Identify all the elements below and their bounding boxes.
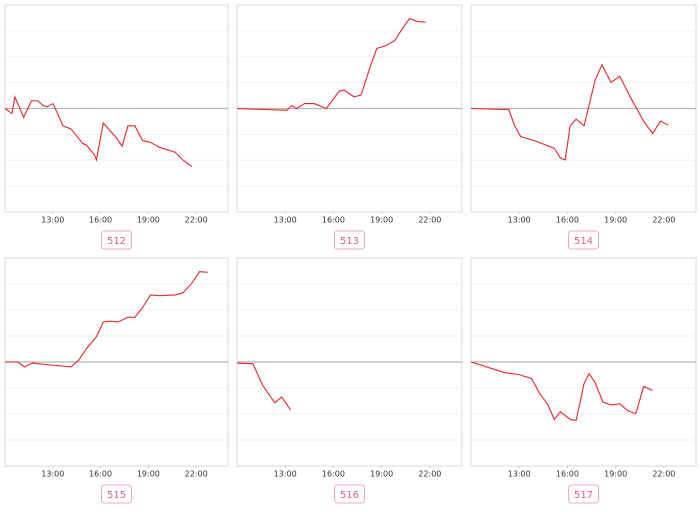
x-tick-label: 22:00 <box>185 470 208 479</box>
x-tick-label: 19:00 <box>370 470 393 479</box>
x-tick-label: 13:00 <box>274 470 297 479</box>
chart-button[interactable] <box>101 230 132 250</box>
chart-button-label[interactable]: 517 <box>574 490 593 501</box>
chart-button[interactable] <box>334 230 365 250</box>
data-line <box>470 361 653 422</box>
x-tick-label: 13:00 <box>41 470 64 479</box>
x-tick-label: 19:00 <box>137 216 160 225</box>
chart-button[interactable] <box>334 484 365 504</box>
x-tick-label: 22:00 <box>652 216 675 225</box>
chart-button-label[interactable]: 512 <box>107 236 126 247</box>
x-tick-label: 13:00 <box>508 216 531 225</box>
x-tick-label: 16:00 <box>89 216 112 225</box>
x-tick-label: 16:00 <box>89 470 112 479</box>
x-tick-label: 19:00 <box>137 470 160 479</box>
chart-button[interactable] <box>101 484 132 504</box>
data-line <box>236 17 426 111</box>
x-tick-label: 16:00 <box>556 470 579 479</box>
x-tick-label: 13:00 <box>508 470 531 479</box>
x-tick-label: 19:00 <box>370 216 393 225</box>
chart-button[interactable] <box>568 230 599 250</box>
data-line <box>5 270 208 368</box>
x-tick-label: 22:00 <box>185 216 208 225</box>
data-line <box>236 362 291 411</box>
data-line <box>4 94 193 168</box>
x-tick-label: 22:00 <box>652 470 675 479</box>
x-tick-label: 22:00 <box>418 470 441 479</box>
chart-button-label[interactable]: 513 <box>340 236 359 247</box>
x-tick-label: 22:00 <box>418 216 441 225</box>
x-tick-label: 13:00 <box>41 216 64 225</box>
data-line <box>470 63 669 161</box>
x-tick-label: 16:00 <box>556 216 579 225</box>
x-tick-label: 19:00 <box>604 216 627 225</box>
chart-button-label[interactable]: 514 <box>574 236 593 247</box>
chart-button-label[interactable]: 516 <box>340 490 359 501</box>
x-tick-label: 16:00 <box>322 470 345 479</box>
x-tick-label: 19:00 <box>604 470 627 479</box>
chart-button[interactable] <box>568 484 599 504</box>
x-tick-label: 16:00 <box>322 216 345 225</box>
chart-button-label[interactable]: 515 <box>107 490 126 501</box>
x-tick-label: 13:00 <box>274 216 297 225</box>
